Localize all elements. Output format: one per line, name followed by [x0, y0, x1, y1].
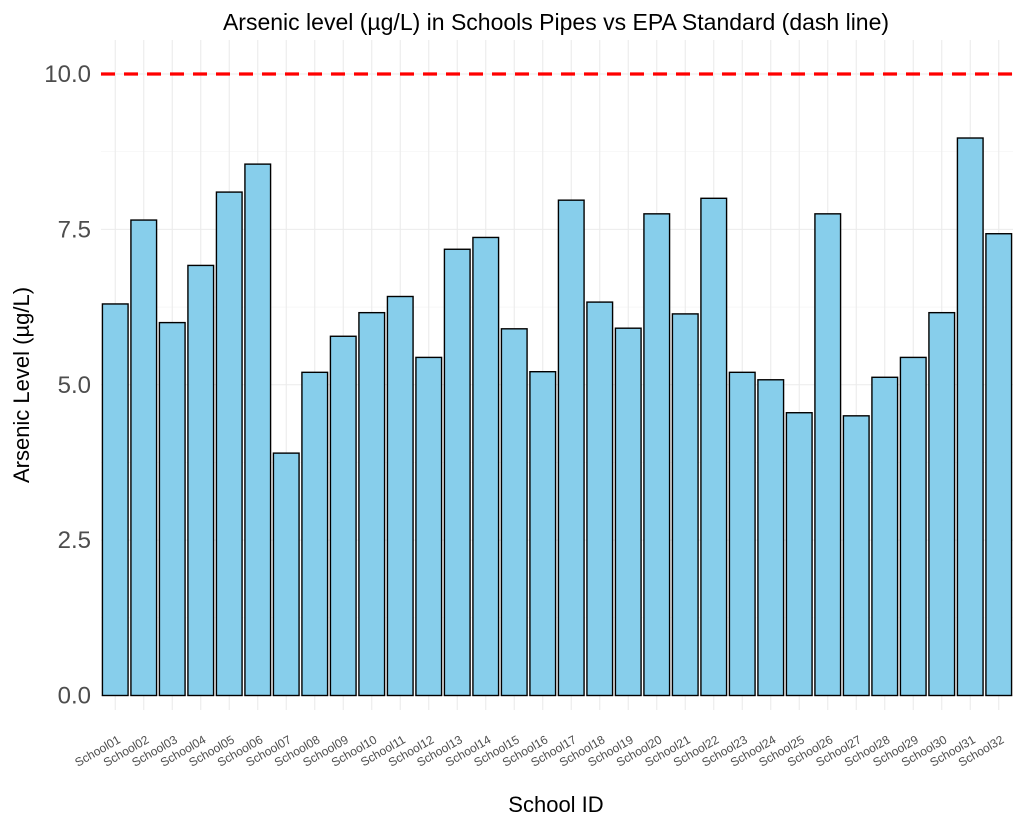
- y-tick-label: 2.5: [58, 527, 91, 554]
- bar-school02: [130, 219, 158, 697]
- bar-school17: [557, 199, 585, 697]
- bar-school30: [928, 311, 956, 697]
- bar-school09: [329, 335, 357, 697]
- bar-school20: [643, 213, 671, 697]
- bar-school04: [187, 264, 215, 697]
- bar-school32: [985, 233, 1013, 697]
- bar-school06: [244, 163, 272, 697]
- y-tick-label: 0.0: [58, 683, 91, 710]
- bar-school24: [757, 379, 785, 697]
- bar-school27: [842, 415, 870, 697]
- y-tick-label: 10.0: [44, 61, 91, 88]
- bar-school21: [671, 313, 699, 697]
- bar-school19: [614, 327, 642, 697]
- bar-school12: [415, 356, 443, 697]
- y-axis-ticks: 0.0 2.5 5.0 7.5 10.0: [44, 61, 91, 710]
- y-axis-title: Arsenic Level (µg/L): [9, 287, 34, 483]
- bar-school31: [956, 137, 984, 697]
- bar-school07: [272, 452, 300, 697]
- bar-school26: [814, 213, 842, 697]
- bar-school28: [871, 376, 899, 697]
- chart-title: Arsenic level (µg/L) in Schools Pipes vs…: [223, 9, 889, 35]
- bar-school01: [101, 303, 129, 697]
- y-tick-label: 5.0: [58, 372, 91, 399]
- x-axis-title: School ID: [508, 792, 603, 817]
- bar-school08: [301, 371, 329, 697]
- bar-school10: [358, 311, 386, 697]
- y-tick-label: 7.5: [58, 216, 91, 243]
- bar-school16: [529, 370, 557, 697]
- bar-school03: [158, 321, 186, 697]
- bar-school05: [215, 191, 243, 697]
- bar-school22: [700, 197, 728, 697]
- bar-school11: [386, 295, 414, 697]
- bars: [101, 137, 1013, 697]
- bar-school14: [472, 236, 500, 697]
- x-axis-ticks: School01School02School03School04School05…: [72, 732, 1006, 769]
- bar-school23: [728, 371, 756, 697]
- bar-school25: [785, 412, 813, 697]
- bar-school18: [586, 301, 614, 697]
- bar-school15: [500, 328, 528, 697]
- bar-school29: [899, 356, 927, 697]
- bar-school13: [443, 248, 471, 697]
